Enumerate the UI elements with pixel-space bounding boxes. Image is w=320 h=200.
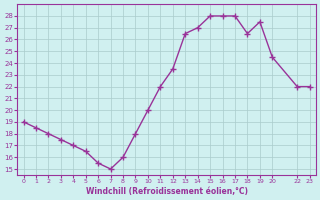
X-axis label: Windchill (Refroidissement éolien,°C): Windchill (Refroidissement éolien,°C) — [85, 187, 248, 196]
